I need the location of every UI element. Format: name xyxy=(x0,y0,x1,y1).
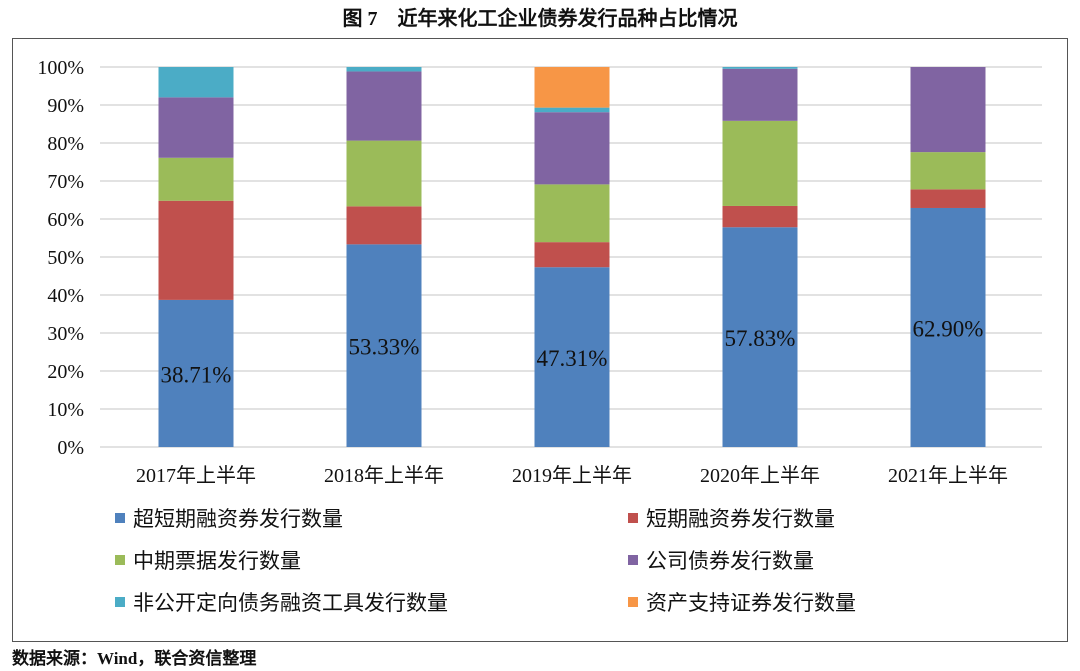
bar-segment-2 xyxy=(534,242,610,268)
bar-segment-1 xyxy=(910,207,986,447)
bar-segment-1 xyxy=(534,267,610,447)
x-tick-label: 2021年上半年 xyxy=(888,464,1008,487)
bar-segment-3 xyxy=(346,140,422,207)
legend-swatch xyxy=(628,597,638,607)
y-tick-label: 90% xyxy=(47,95,84,117)
bar-segment-2 xyxy=(910,189,986,208)
y-tick-label: 60% xyxy=(47,209,84,231)
bar-segment-2 xyxy=(158,200,234,300)
bar-segment-3 xyxy=(722,120,798,206)
y-tick-label: 50% xyxy=(47,247,84,269)
bar-segment-3 xyxy=(534,184,610,243)
legend-swatch xyxy=(628,513,638,523)
bar-segment-6 xyxy=(534,67,610,108)
bar-segment-2 xyxy=(346,206,422,245)
bar-segment-1 xyxy=(158,299,234,447)
legend-swatch xyxy=(115,513,125,523)
legend-item: 非公开定向债务融资工具发行数量 xyxy=(115,587,448,617)
y-tick-label: 100% xyxy=(37,57,84,79)
legend-item: 公司债券发行数量 xyxy=(628,545,814,575)
x-tick-label: 2019年上半年 xyxy=(512,464,632,487)
bar-segment-4 xyxy=(158,97,234,158)
y-tick-label: 80% xyxy=(47,133,84,155)
y-tick-label: 30% xyxy=(47,323,84,345)
y-tick-label: 10% xyxy=(47,399,84,421)
x-tick-label: 2017年上半年 xyxy=(136,464,256,487)
y-tick-label: 0% xyxy=(57,437,84,459)
legend-swatch xyxy=(628,555,638,565)
bar-segment-4 xyxy=(910,67,986,153)
bar-segment-5 xyxy=(158,67,234,98)
bar-segment-5 xyxy=(346,67,422,72)
bar-segment-5 xyxy=(534,107,610,113)
y-tick-label: 70% xyxy=(47,171,84,193)
bar-segment-5 xyxy=(722,67,798,69)
bar-segment-4 xyxy=(722,68,798,121)
chart-frame xyxy=(12,38,1068,642)
legend-label: 非公开定向债务融资工具发行数量 xyxy=(133,591,448,615)
y-tick-label: 40% xyxy=(47,285,84,307)
legend-label: 中期票据发行数量 xyxy=(133,549,301,573)
x-tick-label: 2018年上半年 xyxy=(324,464,444,487)
bar-segment-4 xyxy=(534,112,610,185)
y-tick-label: 20% xyxy=(47,361,84,383)
bar-segment-1 xyxy=(722,227,798,447)
stacked-bar-chart: 0% 10% 20% 30% 40% 50% 60% 70% 80% 90% 100% 38.71% 2… xyxy=(37,57,1042,487)
bar-segment-3 xyxy=(158,157,234,201)
legend-item: 资产支持证券发行数量 xyxy=(628,587,856,617)
x-tick-label: 2020年上半年 xyxy=(700,464,820,487)
bar-segment-4 xyxy=(346,71,422,141)
legend-swatch xyxy=(115,597,125,607)
source-note: 数据来源：Wind，联合资信整理 xyxy=(12,649,257,668)
legend-item: 短期融资券发行数量 xyxy=(628,503,835,533)
data-label: 57.83% xyxy=(725,326,796,351)
data-label: 53.33% xyxy=(349,335,420,360)
data-label: 62.90% xyxy=(913,316,984,341)
legend-label: 超短期融资券发行数量 xyxy=(133,507,343,531)
legend-swatch xyxy=(115,555,125,565)
data-label: 38.71% xyxy=(161,362,232,387)
bar-segment-2 xyxy=(722,205,798,228)
legend-label: 资产支持证券发行数量 xyxy=(646,591,856,615)
legend-item: 超短期融资券发行数量 xyxy=(115,503,343,533)
bar-segment-3 xyxy=(910,152,986,190)
legend-label: 短期融资券发行数量 xyxy=(646,507,835,531)
legend-item: 中期票据发行数量 xyxy=(115,545,301,575)
legend-label: 公司债券发行数量 xyxy=(646,549,814,573)
data-label: 47.31% xyxy=(537,346,608,371)
chart-title: 图 7 近年来化工企业债券发行品种占比情况 xyxy=(342,8,738,30)
bar-segment-1 xyxy=(346,244,422,447)
